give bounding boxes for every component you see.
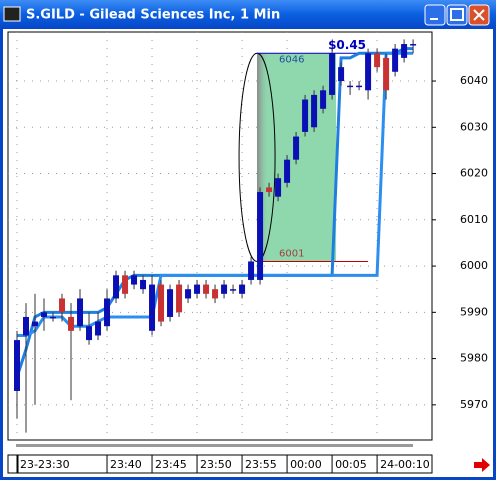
candle-body — [275, 178, 282, 197]
change-label: $0.45 — [328, 38, 366, 52]
x-tick-label: 00:05 — [335, 458, 367, 471]
average-line — [17, 51, 414, 337]
y-tick-label: 6000 — [460, 259, 488, 272]
candle-body — [77, 298, 84, 327]
candle-body — [383, 57, 390, 91]
candle-body — [122, 275, 129, 294]
candle-body — [221, 284, 228, 294]
candle-body — [374, 53, 381, 68]
candle-body — [86, 326, 93, 341]
x-tick-label: 23:55 — [245, 458, 277, 471]
plot-area — [7, 31, 433, 441]
y-tick-label: 6020 — [460, 167, 488, 180]
candle-body — [230, 289, 237, 291]
maximize-button[interactable] — [446, 4, 468, 26]
title-bar — [0, 0, 496, 29]
y-tick-label: 6010 — [460, 213, 488, 226]
candle-body — [23, 316, 30, 336]
y-tick-label: 6030 — [460, 120, 488, 133]
candle-body — [68, 316, 75, 331]
app-icon — [3, 6, 21, 22]
x-tick-label: 23:40 — [110, 458, 142, 471]
candle-body — [302, 99, 309, 132]
candle-body — [212, 289, 219, 299]
candle-body — [257, 192, 264, 280]
candle-body — [41, 312, 48, 317]
candle-body — [131, 275, 138, 285]
candle-body — [356, 85, 363, 88]
plot: 5970 5980 5990 6000 6010 6020 6030 6040 23-23:30… — [8, 32, 488, 473]
minimize-button[interactable] — [424, 4, 446, 26]
y-tick-label: 5990 — [460, 305, 488, 318]
scroll-box[interactable] — [7, 454, 19, 474]
candle-body — [50, 316, 57, 319]
candle-body — [158, 284, 165, 322]
candle-body — [59, 298, 66, 313]
candle-body — [248, 261, 255, 280]
x-tick-label: 00:00 — [290, 458, 322, 471]
x-tick-label: 23-23:30 — [20, 458, 70, 471]
range-low-label: 6001 — [279, 248, 304, 259]
close-button[interactable] — [468, 4, 490, 26]
candle-body — [113, 275, 120, 299]
candle-body — [104, 298, 111, 327]
range-high-label: 6046 — [279, 54, 304, 65]
candle-body — [239, 284, 246, 294]
candle-body — [293, 136, 300, 160]
x-tick-label: 23:50 — [200, 458, 232, 471]
candle-body — [410, 44, 417, 46]
y-tick-label: 5980 — [460, 352, 488, 365]
candle-body — [365, 53, 372, 91]
scroll-right-arrow[interactable] — [474, 458, 490, 472]
scrollbar[interactable] — [16, 444, 413, 447]
candle-body — [176, 284, 183, 313]
candle-body — [266, 187, 273, 193]
y-tick-label: 6040 — [460, 74, 488, 87]
candle-body — [149, 284, 156, 331]
candle-body — [320, 90, 327, 109]
candle-body — [203, 284, 210, 294]
candle-body — [284, 159, 291, 183]
x-tick-label: 23:45 — [155, 458, 187, 471]
candle-body — [311, 94, 318, 128]
candle-body — [392, 48, 399, 72]
candle-body — [338, 67, 345, 82]
y-tick-label: 5970 — [460, 398, 488, 411]
candle-body — [185, 289, 192, 299]
window-title: S.GILD - Gilead Sciences Inc, 1 Min — [26, 8, 280, 23]
candle-body — [14, 340, 21, 391]
candle-body — [329, 53, 336, 95]
candle-body — [347, 85, 354, 88]
candle-body — [194, 284, 201, 294]
candle-body — [401, 44, 408, 58]
candle-body — [32, 321, 39, 327]
candle-body — [167, 289, 174, 317]
candle-body — [95, 321, 102, 336]
candle-body — [140, 279, 147, 290]
x-tick-label: 24-00:10 — [380, 458, 430, 471]
